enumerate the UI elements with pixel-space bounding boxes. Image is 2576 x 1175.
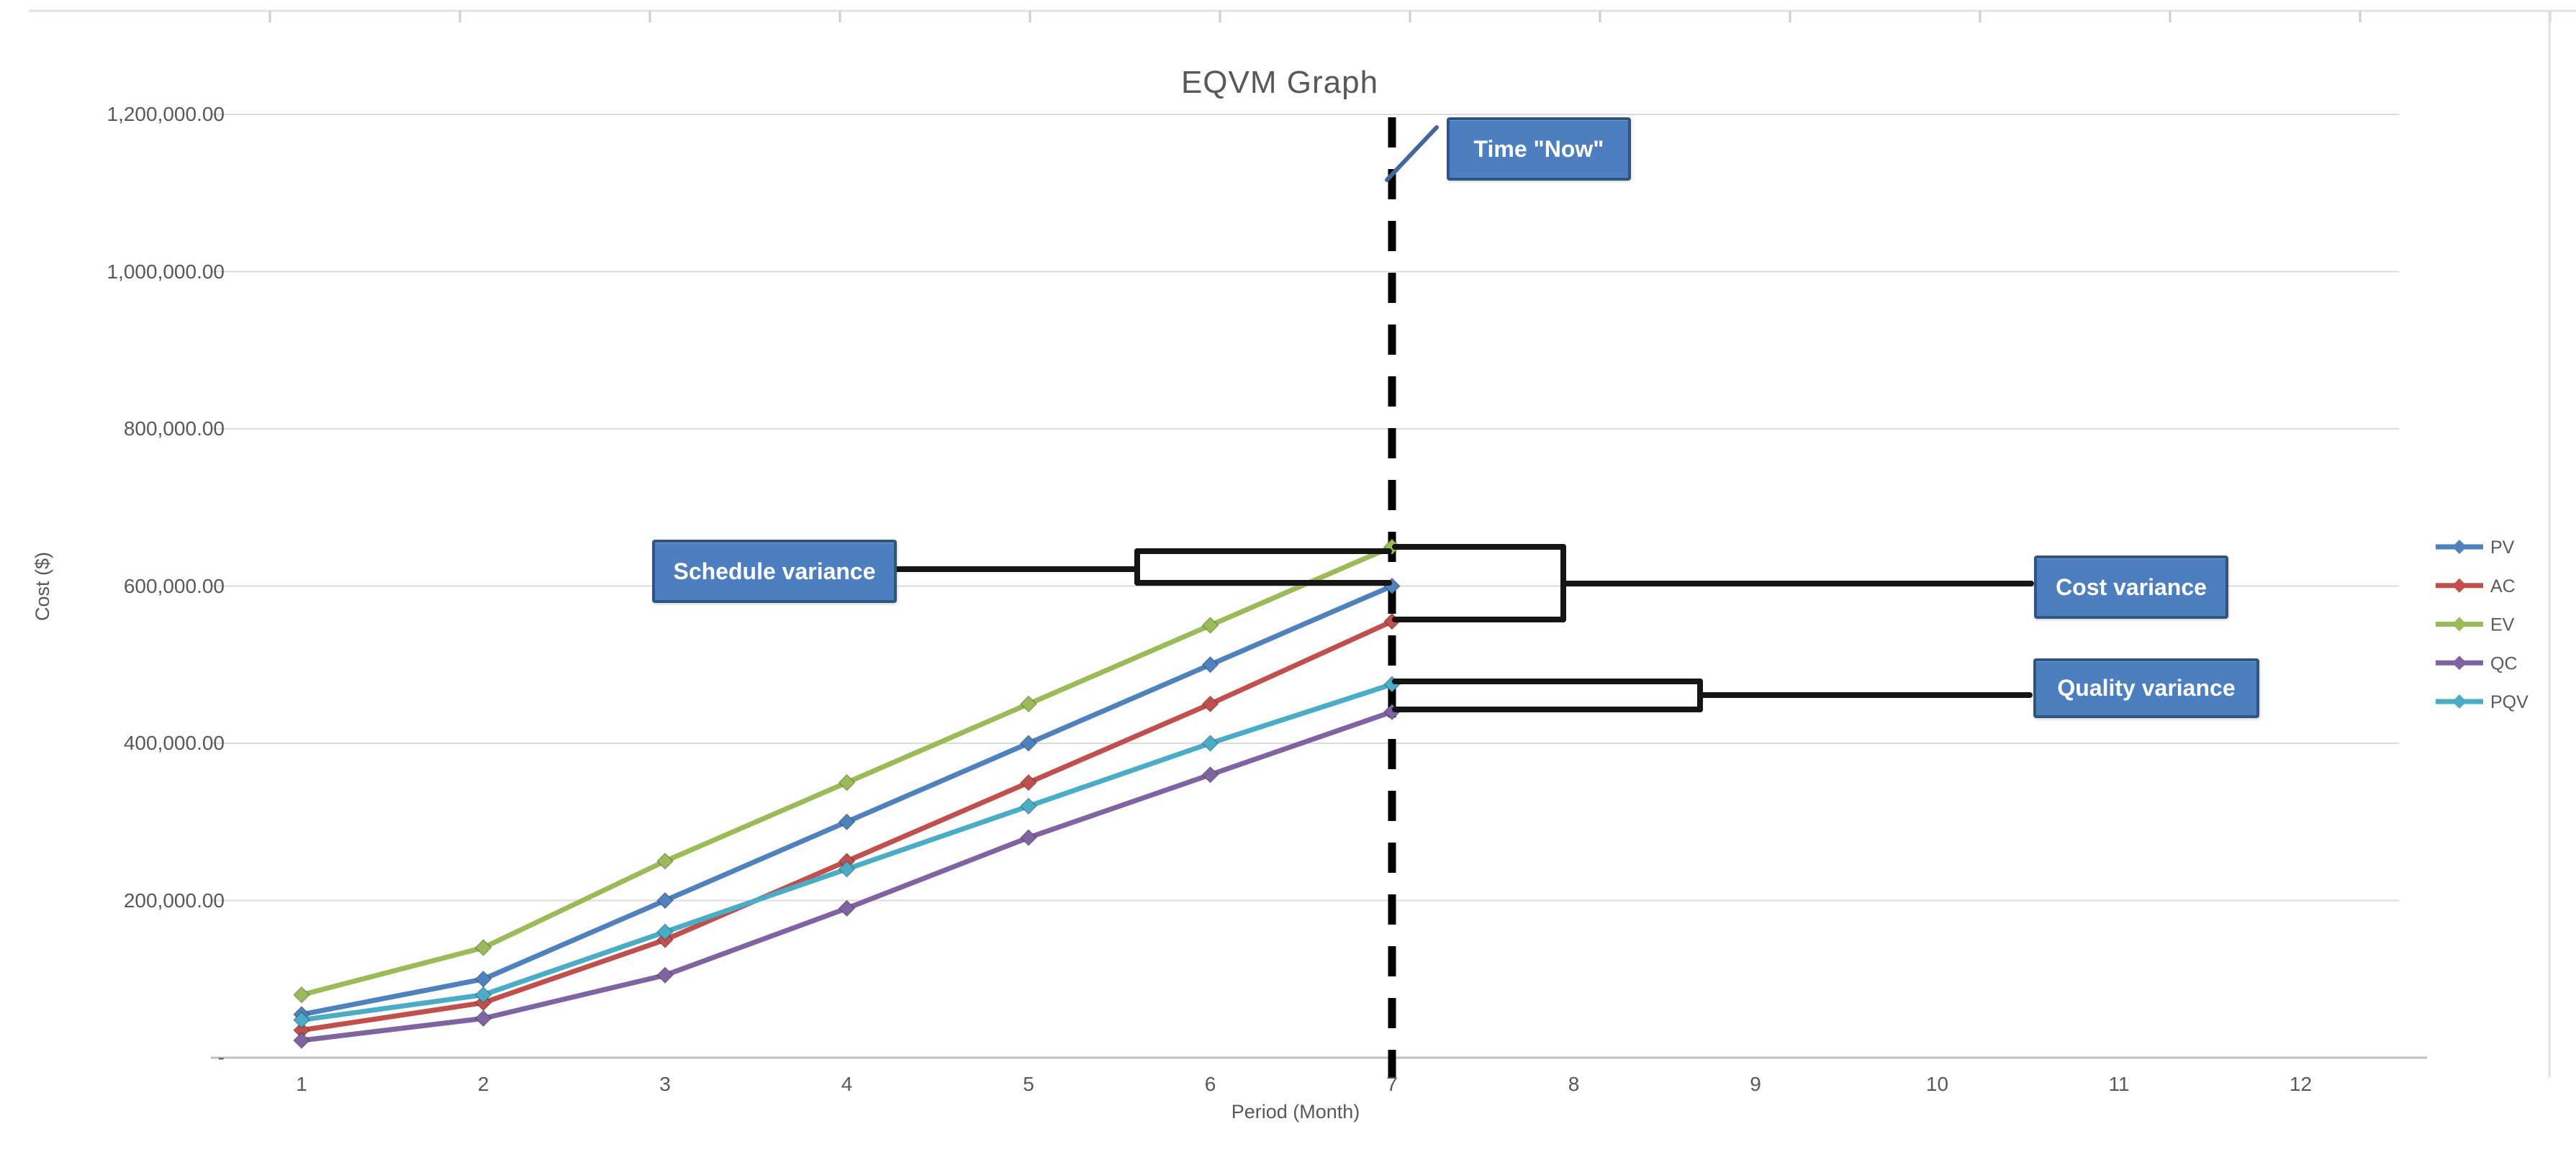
legend-label-pv: PV	[2490, 537, 2515, 558]
legend-label-pqv: PQV	[2490, 692, 2528, 712]
legend-sample-marker	[2452, 578, 2467, 593]
series-marker-qc	[1019, 829, 1038, 847]
series-marker-pv	[1019, 734, 1038, 753]
series-marker-ac	[1019, 773, 1038, 791]
cost-variance-callout: Cost variance	[2034, 555, 2228, 619]
x-tick-label: 10	[1925, 1073, 1949, 1095]
series-marker-pv	[1201, 655, 1219, 673]
series-marker-qc	[292, 1031, 311, 1050]
x-tick-label: 6	[1204, 1073, 1216, 1095]
series-marker-ev	[474, 938, 492, 957]
time-now-callout: Time "Now"	[1447, 117, 1631, 181]
series-marker-qc	[838, 899, 856, 917]
legend-sample-marker	[2452, 694, 2467, 709]
y-tick-label: 600,000.00	[123, 574, 225, 597]
x-axis-title: Period (Month)	[1231, 1101, 1360, 1122]
x-tick-label: 3	[659, 1073, 671, 1095]
y-tick-label: 400,000.00	[123, 732, 225, 754]
quality-variance-callout: Quality variance	[2033, 658, 2259, 718]
x-tick-label: 11	[2108, 1073, 2130, 1095]
series-marker-pqv	[292, 1011, 311, 1029]
series-marker-ev	[838, 773, 856, 791]
x-tick-label: 8	[1568, 1073, 1580, 1095]
series-marker-pv	[474, 970, 492, 988]
series-marker-ev	[292, 986, 311, 1004]
y-tick-label: 1,200,000.00	[107, 103, 225, 125]
legend-label-ac: AC	[2490, 576, 2516, 596]
x-tick-label: 4	[841, 1073, 853, 1095]
x-tick-label: 7	[1386, 1073, 1398, 1095]
legend-sample-marker	[2452, 617, 2467, 632]
series-marker-ac	[1201, 695, 1219, 713]
series-marker-ev	[1019, 695, 1038, 713]
y-tick-label: -	[217, 1046, 225, 1069]
series-marker-pv	[838, 813, 856, 831]
series-line-pqv	[299, 681, 1395, 1023]
y-tick-label: 800,000.00	[123, 417, 225, 440]
y-axis-title: Cost ($)	[32, 551, 53, 622]
series-marker-pqv	[838, 860, 856, 878]
y-tick-label: 1,000,000.00	[107, 260, 225, 283]
y-tick-label: 200,000.00	[123, 889, 225, 912]
x-tick-label: 5	[1023, 1073, 1034, 1095]
schedule-variance-callout: Schedule variance	[652, 540, 897, 603]
legend-label-ev: EV	[2490, 615, 2515, 635]
series-marker-qc	[1201, 766, 1219, 784]
series-marker-ev	[1201, 617, 1219, 635]
legend-sample-marker	[2452, 540, 2467, 554]
time-now-pointer-line	[1385, 125, 1439, 182]
series-marker-pqv	[474, 986, 492, 1004]
series-marker-ev	[656, 852, 674, 870]
legend-sample-marker	[2452, 655, 2467, 671]
series-marker-pqv	[656, 923, 674, 941]
x-tick-label: 2	[477, 1073, 489, 1095]
x-tick-label: 1	[296, 1073, 307, 1095]
series-marker-qc	[474, 1010, 492, 1027]
series-marker-pqv	[1019, 797, 1038, 815]
x-tick-label: 12	[2289, 1073, 2313, 1095]
legend-label-qc: QC	[2490, 653, 2518, 673]
x-tick-label: 9	[1750, 1073, 1761, 1095]
chart-title: EQVM Graph	[1180, 65, 1379, 100]
series-marker-qc	[656, 966, 674, 984]
series-marker-pqv	[1201, 734, 1219, 753]
series-marker-pv	[656, 892, 674, 909]
